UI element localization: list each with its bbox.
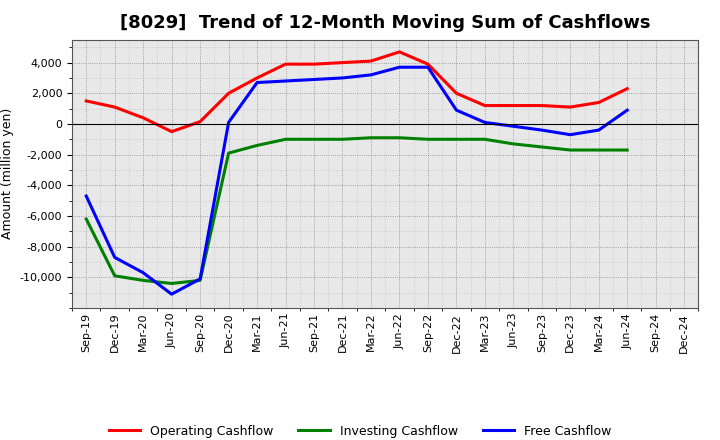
Free Cashflow bbox=[452, 107, 461, 113]
Investing Cashflow bbox=[310, 137, 318, 142]
Operating Cashflow bbox=[480, 103, 489, 108]
Free Cashflow bbox=[167, 292, 176, 297]
Operating Cashflow bbox=[225, 91, 233, 96]
Operating Cashflow bbox=[139, 115, 148, 121]
Line: Free Cashflow: Free Cashflow bbox=[86, 67, 627, 294]
Free Cashflow bbox=[139, 270, 148, 275]
Investing Cashflow bbox=[423, 137, 432, 142]
Operating Cashflow bbox=[167, 129, 176, 134]
Free Cashflow bbox=[366, 72, 375, 77]
Investing Cashflow bbox=[196, 278, 204, 283]
Free Cashflow bbox=[310, 77, 318, 82]
Investing Cashflow bbox=[253, 143, 261, 148]
Investing Cashflow bbox=[566, 147, 575, 153]
Free Cashflow bbox=[110, 255, 119, 260]
Y-axis label: Amount (million yen): Amount (million yen) bbox=[1, 108, 14, 239]
Investing Cashflow bbox=[395, 135, 404, 140]
Investing Cashflow bbox=[82, 216, 91, 222]
Operating Cashflow bbox=[423, 62, 432, 67]
Free Cashflow bbox=[509, 124, 518, 129]
Investing Cashflow bbox=[480, 137, 489, 142]
Operating Cashflow bbox=[509, 103, 518, 108]
Free Cashflow bbox=[225, 120, 233, 125]
Free Cashflow bbox=[253, 80, 261, 85]
Free Cashflow bbox=[623, 107, 631, 113]
Operating Cashflow bbox=[623, 86, 631, 92]
Investing Cashflow bbox=[139, 278, 148, 283]
Operating Cashflow bbox=[395, 49, 404, 55]
Operating Cashflow bbox=[310, 62, 318, 67]
Investing Cashflow bbox=[452, 137, 461, 142]
Title: [8029]  Trend of 12-Month Moving Sum of Cashflows: [8029] Trend of 12-Month Moving Sum of C… bbox=[120, 15, 650, 33]
Investing Cashflow bbox=[167, 281, 176, 286]
Free Cashflow bbox=[338, 75, 347, 81]
Investing Cashflow bbox=[509, 141, 518, 147]
Operating Cashflow bbox=[338, 60, 347, 65]
Investing Cashflow bbox=[225, 150, 233, 156]
Free Cashflow bbox=[282, 78, 290, 84]
Line: Operating Cashflow: Operating Cashflow bbox=[86, 52, 627, 132]
Operating Cashflow bbox=[537, 103, 546, 108]
Operating Cashflow bbox=[82, 98, 91, 103]
Operating Cashflow bbox=[452, 91, 461, 96]
Operating Cashflow bbox=[282, 62, 290, 67]
Free Cashflow bbox=[196, 276, 204, 282]
Operating Cashflow bbox=[253, 75, 261, 81]
Operating Cashflow bbox=[196, 119, 204, 124]
Free Cashflow bbox=[566, 132, 575, 137]
Free Cashflow bbox=[82, 194, 91, 199]
Operating Cashflow bbox=[566, 104, 575, 110]
Free Cashflow bbox=[595, 128, 603, 133]
Line: Investing Cashflow: Investing Cashflow bbox=[86, 138, 627, 283]
Investing Cashflow bbox=[537, 144, 546, 150]
Investing Cashflow bbox=[282, 137, 290, 142]
Operating Cashflow bbox=[366, 59, 375, 64]
Investing Cashflow bbox=[338, 137, 347, 142]
Free Cashflow bbox=[423, 65, 432, 70]
Investing Cashflow bbox=[366, 135, 375, 140]
Investing Cashflow bbox=[110, 273, 119, 279]
Operating Cashflow bbox=[595, 100, 603, 105]
Free Cashflow bbox=[395, 65, 404, 70]
Investing Cashflow bbox=[623, 147, 631, 153]
Free Cashflow bbox=[480, 120, 489, 125]
Legend: Operating Cashflow, Investing Cashflow, Free Cashflow: Operating Cashflow, Investing Cashflow, … bbox=[104, 420, 616, 440]
Free Cashflow bbox=[537, 128, 546, 133]
Operating Cashflow bbox=[110, 104, 119, 110]
Investing Cashflow bbox=[595, 147, 603, 153]
